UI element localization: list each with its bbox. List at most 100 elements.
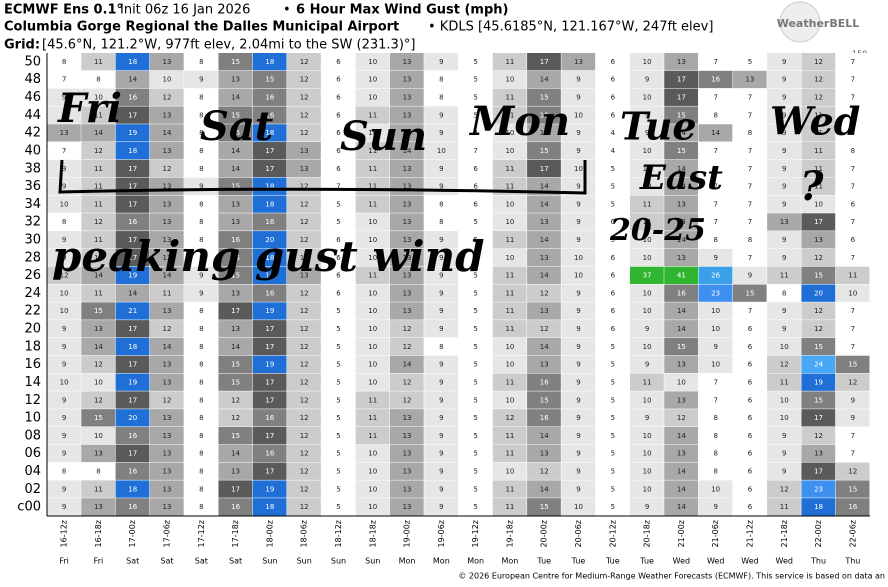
row-label: 38 [24,161,41,176]
cell-value: 9 [576,129,580,137]
cell-value: 4 [611,147,616,155]
cell [389,142,424,160]
cell-value: 12 [300,378,309,386]
column-label: 18-12z [334,520,343,547]
cell-value: 14 [540,432,549,440]
cell [149,124,184,142]
cell-value: 5 [473,325,477,333]
cell-value: 8 [62,467,66,475]
cell [629,248,664,267]
cell-value: 8 [199,307,203,315]
cell-value: 8 [439,94,443,102]
cell [184,373,218,391]
cell-value: 13 [677,396,686,404]
cell-value: 10 [368,467,377,475]
cell-value: 6 [748,361,753,369]
cell [527,355,561,374]
cell-value: 13 [163,183,172,191]
cell-value: 13 [677,200,686,208]
cell-value: 16 [231,503,240,511]
cell-value: 9 [62,414,66,422]
cell-value: 8 [199,129,203,137]
cell-value: 7 [748,165,752,173]
cell [527,70,561,89]
handwriting: 20-25 [609,213,706,248]
cell-value: 8 [713,450,717,458]
cell-value: 12 [300,450,309,458]
cell [801,53,836,71]
cell-value: 7 [851,307,855,315]
cell-value: 12 [403,378,412,386]
cell [321,462,356,480]
cell [732,426,767,445]
cell [664,480,699,498]
cell [149,302,184,320]
cell [561,462,596,480]
cell [47,106,81,124]
cell [184,284,218,302]
cell [561,409,596,427]
cell [81,195,116,213]
cell-value: 9 [62,343,66,351]
cell [561,391,596,409]
column-label: 20-00z [540,520,549,547]
cell [767,320,801,338]
cell [595,88,630,106]
cell-value: 16 [265,111,274,119]
cell-value: 14 [231,165,240,173]
cell [835,195,870,213]
cell-value: 9 [439,272,443,280]
cell-value: 9 [782,236,786,244]
cell-value: 11 [505,165,514,173]
cell-value: 10 [643,94,652,102]
cell [767,480,801,498]
cell [149,426,184,445]
cell [492,70,527,89]
location: Columbia Gorge Regional the Dalles Munic… [4,20,399,35]
cell-value: 9 [713,254,717,262]
cell-value: 10 [574,272,583,280]
cell-value: 10 [574,111,583,119]
cell-value: 9 [439,396,443,404]
cell [252,391,287,409]
cell [732,124,767,142]
cell [492,480,527,498]
cell [81,498,116,516]
day-label: Wed [741,557,758,566]
cell [218,124,253,142]
cell-value: 5 [611,503,615,511]
cell-value: 18 [265,254,274,262]
cell-value: 9 [439,289,443,297]
cell [287,391,321,409]
cell-value: 9 [576,378,580,386]
cell [698,231,733,249]
cell [218,480,253,498]
cell [218,409,253,427]
cell-value: 12 [300,467,309,475]
cell-value: 10 [368,58,377,66]
cell [561,231,596,249]
cell [252,444,287,463]
cell-value: 15 [848,485,857,493]
cell-value: 6 [748,467,753,475]
cell-value: 8 [199,467,203,475]
cell [492,462,527,480]
cell [355,409,390,427]
cell [801,462,836,480]
cell-value: 5 [473,58,477,66]
cell [287,248,321,267]
cell-value: 10 [505,361,514,369]
cell-value: 12 [94,147,103,155]
cell [595,248,630,267]
cell [47,320,81,338]
cell [115,159,150,178]
cell-value: 10 [368,361,377,369]
cell-value: 6 [748,485,753,493]
cell [287,409,321,427]
cell-value: 7 [748,307,752,315]
cell [732,159,767,178]
cell-value: 16 [128,503,137,511]
cell-value: 5 [473,289,477,297]
cell-value: 5 [336,396,340,404]
cell-value: 7 [851,76,855,84]
